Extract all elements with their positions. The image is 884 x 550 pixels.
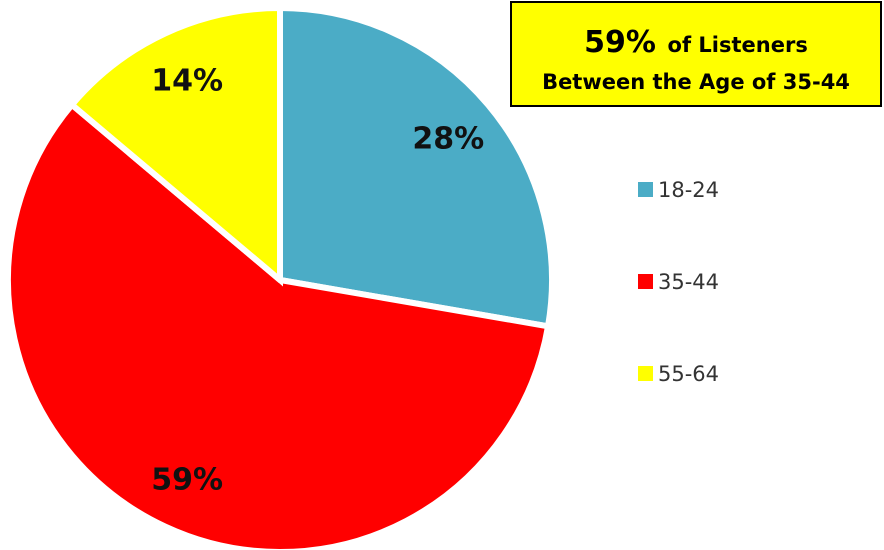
legend-swatch	[638, 182, 653, 197]
pie-slice	[5, 100, 552, 550]
data-label: 28%	[412, 121, 484, 156]
annotation: 59% of Listeners	[584, 25, 808, 60]
legend-label: 18-24	[658, 178, 719, 202]
annotation-highlight: 59%	[584, 25, 656, 60]
annotation-line2: Between the Age of 35-44	[542, 70, 850, 94]
pie-slice	[67, 4, 283, 287]
pie: 28% 59% 14%	[5, 4, 555, 550]
annotation-line1: of Listeners	[668, 33, 808, 57]
annotation-box	[510, 1, 882, 107]
legend-label: 35-44	[658, 270, 719, 294]
legend-swatch	[638, 366, 653, 381]
legend: 18-24 35-44 55-64	[638, 178, 719, 386]
legend-swatch	[638, 274, 653, 289]
pie-slice	[277, 4, 555, 330]
data-label: 14%	[151, 64, 223, 99]
data-label: 59%	[151, 462, 223, 497]
legend-label: 55-64	[658, 362, 719, 386]
